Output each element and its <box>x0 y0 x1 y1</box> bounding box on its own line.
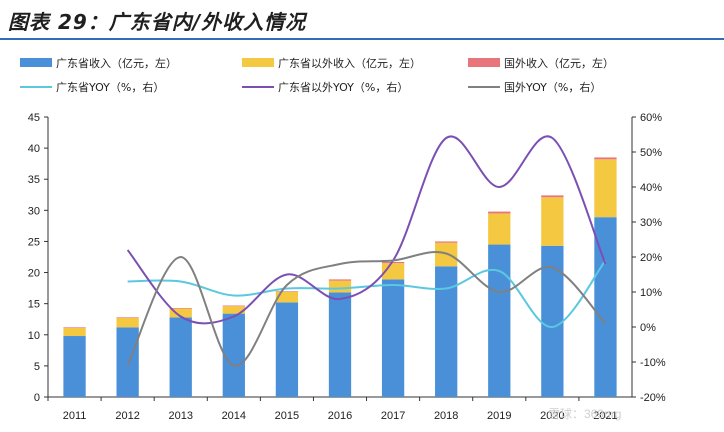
right-tick-label: 0% <box>640 322 656 334</box>
right-tick-label: 50% <box>640 147 662 159</box>
right-tick-label: 20% <box>640 252 662 264</box>
bar-outside-2016 <box>328 280 352 293</box>
left-tick-label: 0 <box>34 392 40 404</box>
bar-abroad-2017 <box>381 261 405 264</box>
right-tick-label: 30% <box>640 217 662 229</box>
left-tick-label: 25 <box>28 236 40 248</box>
bar-abroad-2015 <box>275 291 299 292</box>
bar-gd-2015 <box>275 302 299 397</box>
bar-gd-2011 <box>63 336 86 397</box>
x-tick-label: 2019 <box>487 410 511 422</box>
legend-label-1: 广东省以外收入（亿元，左） <box>278 56 421 70</box>
x-tick-label: 2018 <box>434 410 458 422</box>
left-tick-label: 5 <box>34 361 40 373</box>
bar-outside-2011 <box>63 327 86 337</box>
legend-label-2: 国外收入（亿元，左） <box>504 56 614 70</box>
legend-label-4: 广东省以外YOY（%，右） <box>278 80 408 94</box>
left-tick-label: 35 <box>28 174 40 186</box>
bar-outside-2012 <box>116 317 139 328</box>
bar-abroad-2013 <box>169 308 192 309</box>
bar-abroad-2018 <box>435 241 458 243</box>
left-tick-label: 10 <box>28 330 40 342</box>
right-tick-label: -20% <box>640 392 666 404</box>
bar-abroad-2012 <box>116 317 139 318</box>
x-tick-label: 2015 <box>275 410 299 422</box>
bar-gd-2021 <box>594 217 617 397</box>
bar-gd-2013 <box>169 317 192 397</box>
line-abroad-yoy <box>126 251 607 367</box>
bar-outside-2013 <box>169 308 192 318</box>
bar-abroad-2021 <box>594 157 617 160</box>
bar-gd-2016 <box>328 292 352 397</box>
watermark-text: 雪球：369nrg <box>548 407 621 421</box>
bar-gd-2012 <box>116 327 139 397</box>
bar-gd-2017 <box>381 279 405 397</box>
legend-label-5: 国外YOY（%，右） <box>504 80 601 94</box>
legend-swatch-2 <box>468 58 500 67</box>
title-rule <box>0 38 724 40</box>
bar-outside-2014 <box>222 306 245 314</box>
right-tick-label: 10% <box>640 287 662 299</box>
legend-swatch-1 <box>242 58 274 67</box>
bar-abroad-2014 <box>222 305 245 307</box>
bar-abroad-2016 <box>328 279 352 281</box>
chart-title: 图表 29：广东省内/外收入情况 <box>8 10 307 34</box>
bar-outside-2015 <box>275 291 299 303</box>
line-outside-yoy <box>126 135 607 325</box>
legend-swatch-0 <box>20 58 52 67</box>
left-tick-label: 45 <box>28 112 40 124</box>
x-tick-label: 2016 <box>328 410 352 422</box>
bar-outside-2021 <box>594 159 617 218</box>
right-tick-label: 60% <box>640 112 662 124</box>
bar-abroad-2019 <box>488 211 511 214</box>
x-tick-label: 2011 <box>63 410 87 422</box>
left-tick-label: 20 <box>28 268 40 280</box>
bar-gd-2019 <box>488 244 511 397</box>
bar-gd-2020 <box>541 245 564 397</box>
bar-gd-2018 <box>435 266 458 397</box>
right-tick-label: 40% <box>640 182 662 194</box>
x-tick-label: 2020 <box>540 410 564 422</box>
left-tick-label: 15 <box>28 299 40 311</box>
bar-outside-2020 <box>541 197 564 246</box>
left-tick-label: 30 <box>28 205 40 217</box>
left-tick-label: 40 <box>28 143 40 155</box>
x-tick-label: 2021 <box>593 410 617 422</box>
line-gd-yoy <box>127 259 607 329</box>
bar-gd-2014 <box>222 313 245 397</box>
x-tick-label: 2012 <box>115 410 139 422</box>
right-tick-label: -10% <box>640 357 666 369</box>
bar-abroad-2020 <box>541 195 564 198</box>
bar-abroad-2011 <box>63 327 86 328</box>
bar-outside-2019 <box>488 213 511 245</box>
x-tick-label: 2017 <box>381 410 405 422</box>
x-tick-label: 2014 <box>222 410 246 422</box>
legend-label-0: 广东省收入（亿元，左） <box>56 56 177 70</box>
x-tick-label: 2013 <box>168 410 192 422</box>
legend-label-3: 广东省YOY（%，右） <box>56 80 164 94</box>
